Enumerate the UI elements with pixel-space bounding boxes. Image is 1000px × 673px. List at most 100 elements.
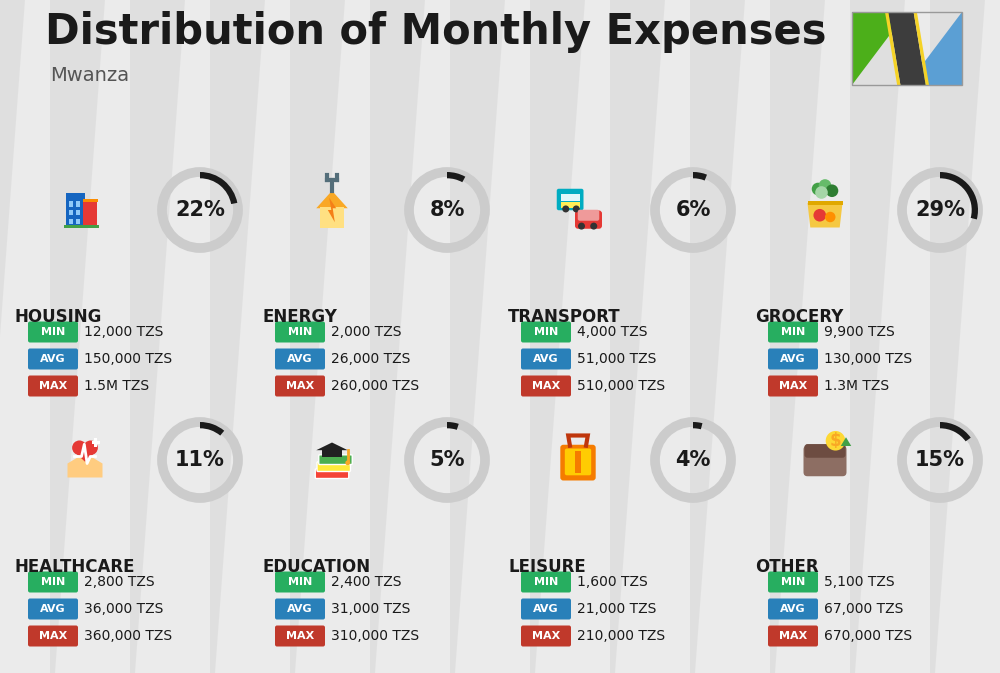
Text: 2,400 TZS: 2,400 TZS	[331, 575, 402, 589]
FancyBboxPatch shape	[76, 210, 80, 215]
FancyBboxPatch shape	[768, 376, 818, 396]
FancyBboxPatch shape	[66, 192, 85, 227]
FancyBboxPatch shape	[565, 448, 591, 475]
FancyBboxPatch shape	[275, 322, 325, 343]
Wedge shape	[200, 172, 237, 204]
Text: 1.5M TZS: 1.5M TZS	[84, 379, 149, 393]
Text: 51,000 TZS: 51,000 TZS	[577, 352, 656, 366]
Circle shape	[815, 186, 828, 199]
FancyBboxPatch shape	[275, 376, 325, 396]
FancyBboxPatch shape	[768, 349, 818, 369]
Text: MIN: MIN	[781, 327, 805, 337]
Text: 670,000 TZS: 670,000 TZS	[824, 629, 912, 643]
FancyBboxPatch shape	[768, 625, 818, 647]
Text: 8%: 8%	[429, 200, 465, 220]
FancyBboxPatch shape	[275, 349, 325, 369]
Polygon shape	[808, 203, 842, 227]
Text: 29%: 29%	[915, 200, 965, 220]
FancyBboxPatch shape	[560, 194, 580, 201]
Text: MIN: MIN	[288, 577, 312, 587]
Polygon shape	[74, 452, 96, 462]
Circle shape	[813, 209, 826, 221]
Text: 12,000 TZS: 12,000 TZS	[84, 325, 163, 339]
FancyBboxPatch shape	[768, 598, 818, 620]
Text: 1.3M TZS: 1.3M TZS	[824, 379, 889, 393]
Text: EDUCATION: EDUCATION	[262, 558, 370, 576]
Text: Distribution of Monthly Expenses: Distribution of Monthly Expenses	[45, 11, 826, 53]
Text: 31,000 TZS: 31,000 TZS	[331, 602, 410, 616]
Wedge shape	[940, 172, 978, 219]
Text: GROCERY: GROCERY	[755, 308, 843, 326]
FancyBboxPatch shape	[804, 444, 846, 458]
Text: HOUSING: HOUSING	[15, 308, 102, 326]
Text: 2,800 TZS: 2,800 TZS	[84, 575, 155, 589]
FancyBboxPatch shape	[83, 201, 97, 227]
FancyBboxPatch shape	[76, 219, 80, 224]
Wedge shape	[200, 422, 224, 435]
Text: AVG: AVG	[40, 604, 66, 614]
Text: 150,000 TZS: 150,000 TZS	[84, 352, 172, 366]
Text: 4%: 4%	[675, 450, 711, 470]
FancyBboxPatch shape	[69, 210, 73, 215]
Text: AVG: AVG	[780, 604, 806, 614]
Text: 11%: 11%	[175, 450, 225, 470]
Text: MAX: MAX	[779, 381, 807, 391]
FancyBboxPatch shape	[521, 571, 571, 592]
Text: MAX: MAX	[286, 631, 314, 641]
Polygon shape	[888, 12, 926, 85]
Circle shape	[812, 182, 824, 195]
FancyBboxPatch shape	[560, 445, 596, 481]
Text: MAX: MAX	[532, 631, 560, 641]
FancyBboxPatch shape	[28, 571, 78, 592]
Text: TRANSPORT: TRANSPORT	[508, 308, 621, 326]
FancyBboxPatch shape	[76, 201, 80, 207]
FancyBboxPatch shape	[560, 203, 580, 207]
FancyBboxPatch shape	[28, 349, 78, 369]
Text: MIN: MIN	[534, 327, 558, 337]
Text: 5,100 TZS: 5,100 TZS	[824, 575, 895, 589]
Wedge shape	[447, 172, 465, 182]
Polygon shape	[914, 12, 929, 85]
FancyBboxPatch shape	[275, 598, 325, 620]
Polygon shape	[68, 453, 103, 478]
Text: 9,900 TZS: 9,900 TZS	[824, 325, 895, 339]
FancyBboxPatch shape	[575, 450, 581, 473]
FancyBboxPatch shape	[768, 322, 818, 343]
FancyBboxPatch shape	[521, 349, 571, 369]
Polygon shape	[907, 12, 962, 85]
Circle shape	[562, 205, 569, 213]
Text: MAX: MAX	[39, 381, 67, 391]
Circle shape	[578, 223, 585, 229]
Wedge shape	[940, 422, 971, 441]
Text: AVG: AVG	[287, 604, 313, 614]
Circle shape	[573, 205, 580, 213]
Text: HEALTHCARE: HEALTHCARE	[15, 558, 136, 576]
FancyBboxPatch shape	[69, 201, 73, 207]
Wedge shape	[693, 422, 702, 429]
FancyBboxPatch shape	[319, 455, 352, 464]
Circle shape	[826, 431, 845, 450]
FancyBboxPatch shape	[94, 438, 97, 447]
FancyBboxPatch shape	[315, 469, 349, 479]
FancyBboxPatch shape	[578, 210, 599, 221]
Polygon shape	[885, 12, 900, 85]
Text: MAX: MAX	[532, 381, 560, 391]
Wedge shape	[693, 172, 707, 180]
Text: Mwanza: Mwanza	[50, 66, 129, 85]
FancyBboxPatch shape	[322, 449, 342, 456]
Text: 2,000 TZS: 2,000 TZS	[331, 325, 402, 339]
Text: MIN: MIN	[781, 577, 805, 587]
FancyBboxPatch shape	[317, 462, 351, 472]
Circle shape	[590, 223, 597, 229]
FancyBboxPatch shape	[808, 201, 842, 205]
FancyBboxPatch shape	[320, 207, 344, 227]
Circle shape	[83, 440, 98, 455]
FancyBboxPatch shape	[28, 322, 78, 343]
Polygon shape	[316, 443, 348, 450]
Circle shape	[72, 440, 87, 455]
Text: AVG: AVG	[533, 354, 559, 364]
FancyBboxPatch shape	[521, 625, 571, 647]
Text: 26,000 TZS: 26,000 TZS	[331, 352, 410, 366]
Text: 36,000 TZS: 36,000 TZS	[84, 602, 163, 616]
FancyBboxPatch shape	[275, 571, 325, 592]
